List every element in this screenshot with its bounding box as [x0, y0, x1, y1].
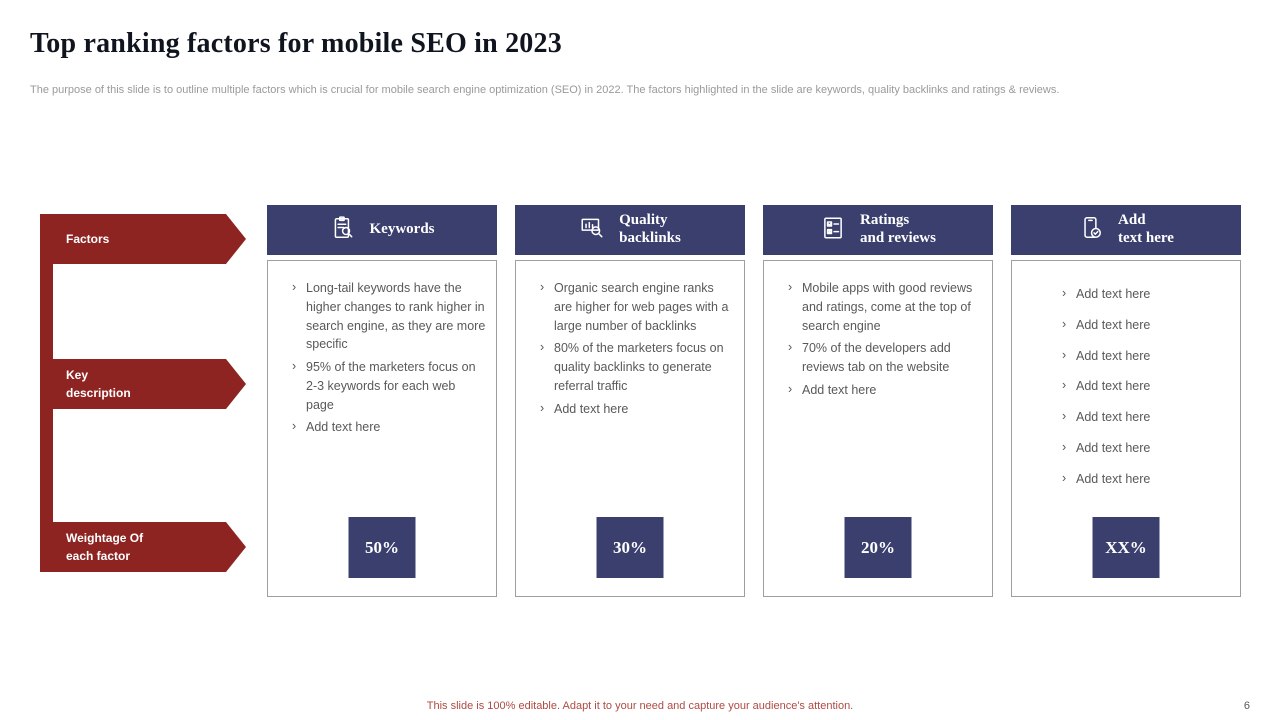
bullet-item: Add text here: [538, 399, 734, 419]
bullet-list: Long-tail keywords have the higher chang…: [268, 261, 496, 437]
factor-column-ratings-reviews: Ratings and reviews Mobile apps with goo…: [763, 205, 993, 597]
bullet-item: Add text here: [786, 380, 982, 400]
page-title: Top ranking factors for mobile SEO in 20…: [30, 28, 562, 59]
bullet-item: Add text here: [1060, 407, 1230, 427]
bullet-item: Add text here: [1060, 284, 1230, 304]
magnifier-chart-icon: [579, 215, 605, 246]
bullet-item: Add text here: [290, 417, 486, 437]
row-label-weightage: Weightage Of each factor: [40, 522, 246, 572]
bullet-item: Add text here: [1060, 315, 1230, 335]
column-header: Add text here: [1011, 205, 1241, 255]
bullet-item: Organic search engine ranks are higher f…: [538, 278, 734, 335]
bullet-list: Organic search engine ranks are higher f…: [516, 261, 744, 418]
column-title: Keywords: [369, 221, 435, 238]
phone-check-icon: [1078, 215, 1104, 246]
slide-description: The purpose of this slide is to outline …: [30, 84, 1060, 96]
row-label-key-description: Key description: [40, 359, 246, 409]
editable-note: This slide is 100% editable. Adapt it to…: [426, 700, 854, 712]
bullet-item: Add text here: [1060, 469, 1230, 489]
factor-column-quality-backlinks: Quality backlinks Organic search engine …: [515, 205, 745, 597]
row-label-factors: Factors: [40, 214, 246, 264]
bullet-item: 70% of the developers add reviews tab on…: [786, 338, 982, 377]
column-header: Quality backlinks: [515, 205, 745, 255]
factor-column-keywords: Keywords Long-tail keywords have the hig…: [267, 205, 497, 597]
bullet-item: Add text here: [1060, 346, 1230, 366]
column-title: Ratings and reviews: [860, 212, 936, 246]
column-title: Quality backlinks: [619, 212, 681, 246]
bullet-item: Add text here: [1060, 438, 1230, 458]
factor-column-add-text: Add text here Add text here Add text her…: [1011, 205, 1241, 597]
row-label-text: Key description: [66, 368, 131, 400]
checklist-icon: [820, 215, 846, 246]
weight-badge: 50%: [348, 517, 416, 578]
bullet-list: Add text here Add text here Add text her…: [1012, 261, 1240, 488]
bullet-item: 80% of the marketers focus on quality ba…: [538, 338, 734, 395]
column-body: Add text here Add text here Add text her…: [1011, 260, 1241, 597]
weight-badge: 20%: [844, 517, 912, 578]
bullet-item: Mobile apps with good reviews and rating…: [786, 278, 982, 335]
column-body: Organic search engine ranks are higher f…: [515, 260, 745, 597]
column-header: Ratings and reviews: [763, 205, 993, 255]
bullet-list: Mobile apps with good reviews and rating…: [764, 261, 992, 400]
page-number: 6: [1243, 700, 1250, 712]
column-title: Add text here: [1118, 212, 1174, 246]
bullet-item: 95% of the marketers focus on 2-3 keywor…: [290, 357, 486, 414]
row-label-text: Weightage Of each factor: [66, 531, 144, 563]
bullet-item: Long-tail keywords have the higher chang…: [290, 278, 486, 354]
column-body: Mobile apps with good reviews and rating…: [763, 260, 993, 597]
column-body: Long-tail keywords have the higher chang…: [267, 260, 497, 597]
column-header: Keywords: [267, 205, 497, 255]
weight-badge: XX%: [1092, 517, 1160, 578]
weight-badge: 30%: [596, 517, 664, 578]
row-label-text: Factors: [66, 232, 110, 246]
clipboard-search-icon: [330, 215, 356, 246]
bullet-item: Add text here: [1060, 376, 1230, 396]
